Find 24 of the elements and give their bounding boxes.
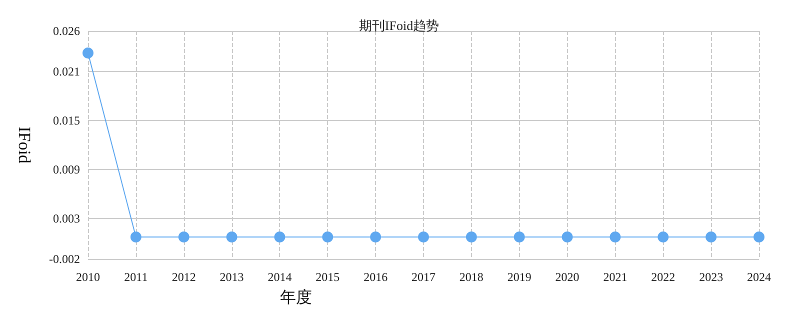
x-tick-label: 2013: [220, 270, 244, 284]
x-tick-label: 2018: [459, 270, 484, 284]
y-tick-label: 0.003: [53, 211, 80, 226]
x-tick-label: 2020: [555, 270, 580, 284]
y-tick-label: 0.026: [53, 24, 80, 38]
x-tick-label: 2010: [76, 270, 100, 284]
x-tick-label: 2024: [747, 270, 771, 284]
x-tick-label: 2014: [268, 270, 292, 284]
x-tick-label: 2023: [699, 270, 724, 284]
x-tick-label: 2011: [124, 270, 148, 284]
x-tick-label: 2015: [316, 270, 340, 284]
y-axis-title: IFoid: [15, 126, 34, 164]
x-tick-label: 2022: [651, 270, 676, 284]
y-tick-label: -0.002: [49, 252, 80, 266]
y-tick-label: 0.009: [53, 162, 80, 176]
chart-title: 期刊IFoid趋势: [358, 18, 440, 33]
x-tick-label: 2012: [172, 270, 196, 284]
x-tick-label: 2017: [412, 270, 436, 284]
x-tick-label: 2019: [507, 270, 532, 284]
y-tick-label: 0.021: [53, 64, 80, 79]
x-axis-title: 年度: [280, 288, 312, 306]
x-tick-label: 2021: [603, 270, 628, 284]
y-tick-label: 0.015: [53, 114, 80, 128]
x-tick-label: 2016: [364, 270, 388, 284]
